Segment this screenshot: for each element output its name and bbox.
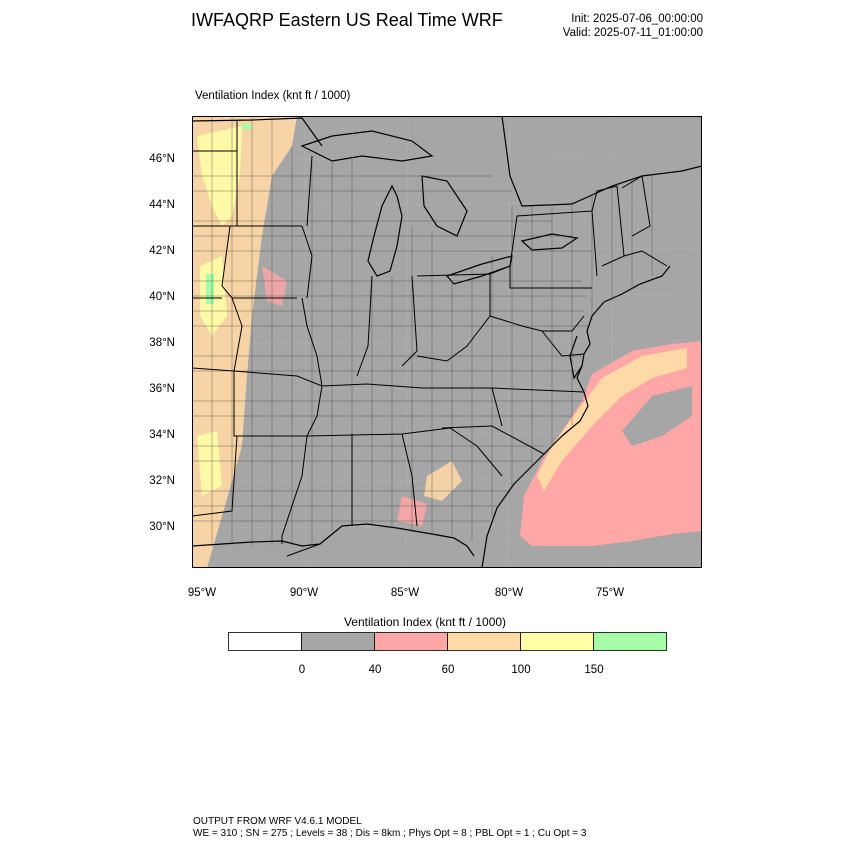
colorbar-boxes [228,632,667,651]
model-info-line1: OUTPUT FROM WRF V4.6.1 MODEL [193,816,362,827]
colorbar [228,632,667,651]
lake-superior [300,130,434,162]
west-band-yellow-3 [197,431,222,496]
colorbar-box [520,632,594,651]
lon-label: 95°W [187,587,217,599]
colorbar-tick-label: 150 [584,664,604,676]
colorbar-tick-label: 60 [441,664,455,676]
atlantic-coast [481,265,671,569]
colorbar-title: Ventilation Index (knt ft / 1000) [343,615,507,629]
colorbar-tick-label: 0 [298,664,306,676]
map-title: IWFAQRP Eastern US Real Time WRF [191,10,503,30]
colorbar-tick-label: 40 [368,664,382,676]
colorbar-box [447,632,521,651]
coastlines [191,115,703,569]
lat-label: 44°N [149,199,175,211]
offshore-plume-orange [537,348,687,491]
map-panel [191,115,703,569]
state-boundaries [191,121,668,557]
lat-label: 46°N [149,153,175,165]
canada-border [191,115,703,207]
colorbar-tick-label: 100 [511,664,531,676]
init-time: Init: 2025-07-06_00:00:00 [571,13,703,25]
lon-label: 80°W [494,587,524,599]
colorbar-box [593,632,667,651]
offshore-plume-pink [520,341,702,546]
lat-label: 34°N [149,429,175,441]
lon-label: 90°W [289,587,319,599]
ventilation-shading [192,116,702,568]
lake-ontario [520,233,579,251]
green-spot-1 [206,274,214,304]
green-spot-2 [242,124,252,129]
lon-label: 85°W [390,587,420,599]
lat-label: 40°N [149,291,175,303]
colorbar-box [301,632,375,651]
county-lines [192,116,653,546]
field-label: Ventilation Index (knt ft / 1000) [195,90,351,102]
offshore-gap [622,386,692,446]
map-svg [191,115,703,569]
map-border [192,116,702,568]
model-info-line2: WE = 310 ; SN = 275 ; Levels = 38 ; Dis … [193,828,587,839]
valid-time: Valid: 2025-07-11_01:00:00 [562,27,703,39]
lat-label: 36°N [149,383,175,395]
lon-label: 75°W [595,587,625,599]
colorbar-box [228,632,302,651]
lat-label: 30°N [149,521,175,533]
lat-label: 42°N [149,245,175,257]
lat-label: 38°N [149,337,175,349]
colorbar-box [374,632,448,651]
lat-label: 32°N [149,475,175,487]
